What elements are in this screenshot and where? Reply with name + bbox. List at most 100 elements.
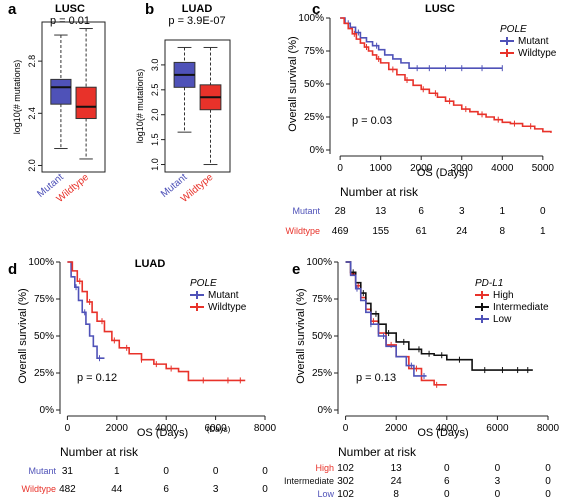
panel-c-xtick-label-0: 0 xyxy=(337,163,343,174)
panel-d-series-mutant xyxy=(67,261,105,362)
risk-cell-high-0: 102 xyxy=(337,463,354,474)
panel-a-box-mutant xyxy=(50,34,72,150)
risk-cell-intermediate-4: 0 xyxy=(545,476,551,487)
panel-b-ytick-label-4: 3.0 xyxy=(150,59,160,72)
risk-cell-mutant-1: 13 xyxy=(375,206,387,217)
panel-d-ytick-label-2: 50% xyxy=(34,331,54,342)
risk-cell-wildtype-2: 6 xyxy=(163,484,169,495)
risk-cell-intermediate-1: 24 xyxy=(391,476,403,487)
panel-a-ytick-label-1: 2.4 xyxy=(27,107,37,120)
panel-a-subtitle: p = 0.01 xyxy=(50,15,90,27)
risk-row-label-wildtype: Wildtype xyxy=(21,484,56,494)
panel-d-xtick-label-0: 0 xyxy=(65,423,71,434)
risk-cell-wildtype-3: 3 xyxy=(213,484,219,495)
legend-entry-wildtype: Wildtype xyxy=(518,48,557,59)
risk-row-label-mutant: Mutant xyxy=(292,206,320,216)
panel-d-xtick-label-4: 8000 xyxy=(254,423,277,434)
km-curve xyxy=(345,261,533,371)
panel-a-ylabel: log10(# mutations) xyxy=(12,60,22,135)
panel-b-box-wildtype xyxy=(199,46,222,166)
panel-b-ytick-label-0: 1.0 xyxy=(150,158,160,171)
risk-cell-wildtype-5: 1 xyxy=(540,226,546,237)
risk-cell-wildtype-0: 469 xyxy=(332,226,349,237)
legend-title: PD-L1 xyxy=(475,278,503,289)
panel-e-xtick-label-3: 6000 xyxy=(486,423,509,434)
panel-c-risk-table: Number at risk Mutant 28 13 6 3 1 0 Wildtype 469 1… xyxy=(285,185,546,237)
risk-table-title: Number at risk xyxy=(340,185,419,199)
panel-d-title: LUAD xyxy=(135,258,166,270)
panel-b-ytick-label-2: 2.0 xyxy=(150,108,160,121)
panel-d-xlabel-extra: (Days) xyxy=(207,425,231,434)
risk-cell-mutant-3: 3 xyxy=(459,206,465,217)
panel-b-ylabel: log10(# mutations) xyxy=(135,69,145,144)
legend-entry-low: Low xyxy=(493,314,512,325)
risk-cell-wildtype-3: 24 xyxy=(456,226,468,237)
panel-d-label: d xyxy=(8,261,17,278)
km-curve xyxy=(67,261,105,359)
panel-c-ytick-label-4: 100% xyxy=(298,13,324,24)
risk-cell-low-1: 8 xyxy=(393,489,399,500)
km-curve xyxy=(340,17,552,133)
risk-cell-mutant-2: 0 xyxy=(163,466,169,477)
panel-e-ytick-label-1: 25% xyxy=(312,368,332,379)
panel-e-xlabel: OS (Days) xyxy=(417,427,468,439)
panel-e-ylabel: Overall survival (%) xyxy=(295,288,307,383)
risk-table-title: Number at risk xyxy=(338,445,417,459)
legend-entry-mutant: Mutant xyxy=(518,36,549,47)
panel-a-ytick-label-2: 2.8 xyxy=(27,55,37,68)
panel-e-ytick-label-2: 50% xyxy=(312,331,332,342)
panel-c-title: LUSC xyxy=(425,3,455,15)
panel-d-xlabel: OS (Days) xyxy=(137,427,188,439)
risk-cell-high-2: 0 xyxy=(444,463,450,474)
panel-a-label: a xyxy=(8,1,17,18)
panel-d-xtick-label-3: 6000 xyxy=(204,423,227,434)
risk-cell-mutant-4: 0 xyxy=(262,466,268,477)
risk-row-label-intermediate: Intermediate xyxy=(284,476,334,486)
panel-d-risk-table: Number at risk Mutant 31 1 0 0 0 Wildtype 482 44 6… xyxy=(21,445,268,495)
risk-cell-low-0: 102 xyxy=(337,489,354,500)
legend-title: POLE xyxy=(190,278,217,289)
panel-c-xtick-label-4: 4000 xyxy=(491,163,514,174)
km-curve xyxy=(345,261,427,377)
risk-cell-mutant-4: 1 xyxy=(500,206,506,217)
risk-row-label-high: High xyxy=(315,463,334,473)
risk-cell-intermediate-0: 302 xyxy=(337,476,354,487)
panel-e-series-low xyxy=(345,261,427,379)
panel-e-label: e xyxy=(292,261,300,278)
panel-c-pvalue: p = 0.03 xyxy=(352,115,392,127)
legend-entry-intermediate: Intermediate xyxy=(493,302,549,313)
panel-c-ytick-label-1: 25% xyxy=(304,112,324,123)
panel-b-label: b xyxy=(145,1,154,18)
panel-c-xtick-label-2: 2000 xyxy=(410,163,433,174)
panel-d-ytick-label-1: 25% xyxy=(34,368,54,379)
panel-b-frame xyxy=(164,39,231,173)
risk-row-label-mutant: Mutant xyxy=(28,466,56,476)
risk-cell-mutant-5: 0 xyxy=(540,206,546,217)
panel-d-series-wildtype xyxy=(67,261,246,384)
panel-e-xtick-label-2: 4000 xyxy=(436,423,459,434)
panel-e-xtick-label-0: 0 xyxy=(343,423,349,434)
panel-e-ytick-label-0: 0% xyxy=(318,405,333,416)
risk-row-label-low: Low xyxy=(317,489,334,499)
panel-a-ytick-label-0: 2.0 xyxy=(27,159,37,172)
risk-cell-wildtype-1: 155 xyxy=(372,226,389,237)
panel-b-box-mutant xyxy=(173,46,196,133)
panel-e-series-high xyxy=(345,261,447,388)
legend-entry-wildtype: Wildtype xyxy=(208,302,247,313)
panel-c-ytick-label-3: 75% xyxy=(304,46,324,57)
risk-cell-wildtype-1: 44 xyxy=(111,484,123,495)
risk-cell-mutant-0: 31 xyxy=(62,466,74,477)
risk-cell-intermediate-2: 6 xyxy=(444,476,450,487)
panel-d-xtick-label-1: 2000 xyxy=(106,423,129,434)
panel-e-xtick-label-4: 8000 xyxy=(537,423,560,434)
panel-e-ytick-label-3: 75% xyxy=(312,294,332,305)
risk-cell-wildtype-4: 8 xyxy=(500,226,506,237)
risk-cell-high-1: 13 xyxy=(391,463,403,474)
panel-b-subtitle: p = 3.9E-07 xyxy=(168,15,225,27)
panel-e-xtick-label-1: 2000 xyxy=(385,423,408,434)
risk-cell-low-4: 0 xyxy=(545,489,551,500)
